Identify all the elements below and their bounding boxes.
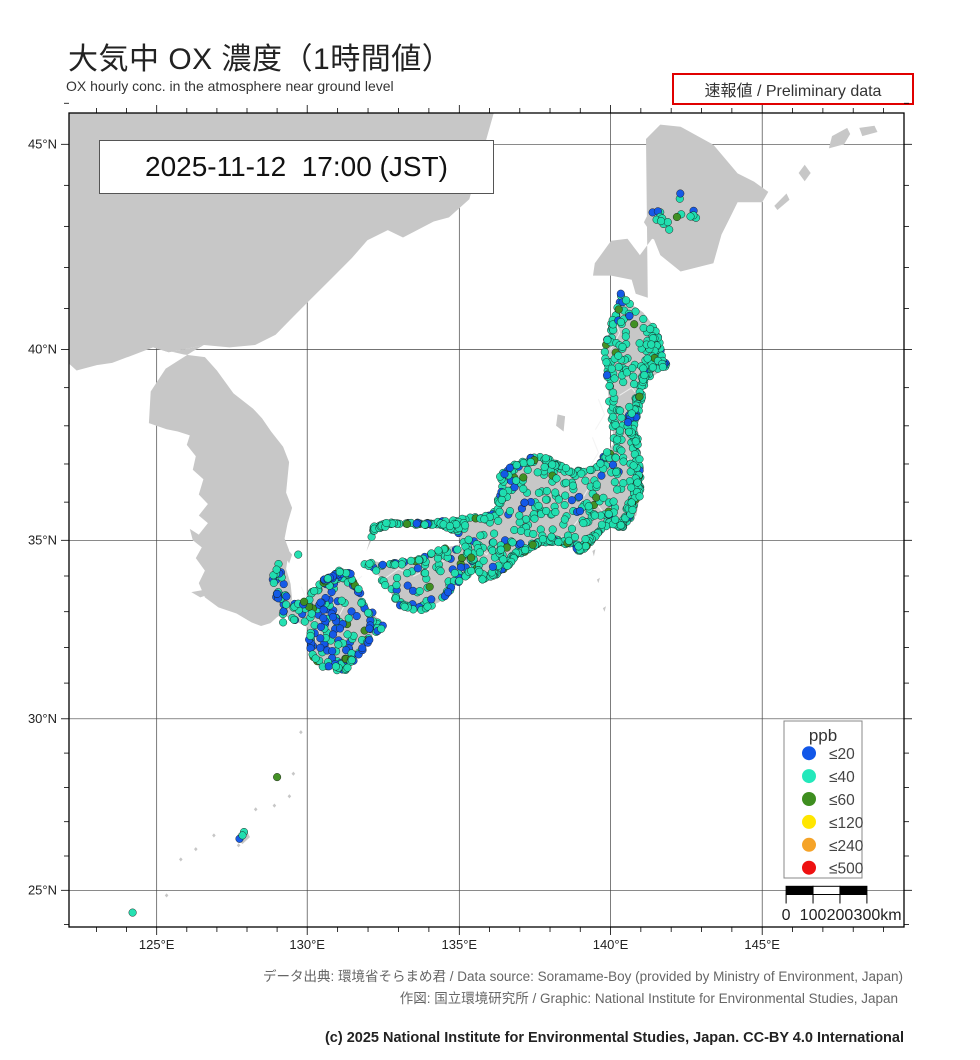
svg-text:≤120: ≤120 (829, 815, 864, 832)
svg-text:40°N: 40°N (28, 342, 57, 357)
svg-text:0: 0 (782, 907, 791, 924)
svg-text:作図: 国立環境研究所 / Graphic: Nationa: 作図: 国立環境研究所 / Graphic: National Institut… (400, 991, 898, 1006)
svg-text:30°N: 30°N (28, 711, 57, 726)
svg-text:25°N: 25°N (28, 882, 57, 897)
svg-text:≤40: ≤40 (829, 769, 855, 786)
svg-text:データ出典: 環境省そらまめ君 / Data source:: データ出典: 環境省そらまめ君 / Data source: Soramame-… (263, 968, 903, 984)
svg-text:45°N: 45°N (28, 136, 57, 151)
svg-text:145°E: 145°E (744, 937, 780, 952)
svg-text:≤20: ≤20 (829, 746, 855, 763)
svg-text:200: 200 (827, 907, 854, 924)
svg-text:130°E: 130°E (289, 937, 325, 952)
svg-text:≤60: ≤60 (829, 792, 855, 809)
svg-text:300: 300 (854, 907, 881, 924)
svg-text:≤240: ≤240 (829, 838, 864, 855)
svg-text:135°E: 135°E (442, 937, 478, 952)
svg-text:35°N: 35°N (28, 532, 57, 547)
svg-text:ppb: ppb (809, 726, 837, 745)
svg-text:140°E: 140°E (593, 937, 629, 952)
svg-text:≤500: ≤500 (829, 861, 864, 878)
svg-text:100: 100 (800, 907, 827, 924)
svg-text:125°E: 125°E (139, 937, 175, 952)
svg-text:(c) 2025 National Institute fo: (c) 2025 National Institute for Environm… (325, 1030, 904, 1046)
svg-text:km: km (880, 907, 901, 924)
